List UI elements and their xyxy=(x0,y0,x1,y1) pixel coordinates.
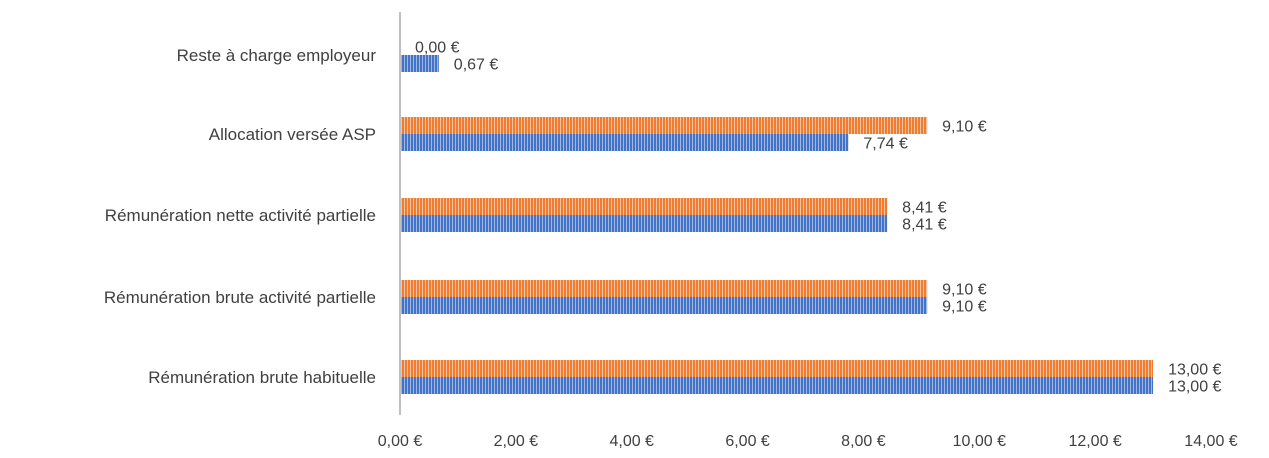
x-tick-label: 8,00 € xyxy=(841,433,886,450)
series-blue-data-label: 13,00 € xyxy=(1168,379,1221,396)
category-label: Reste à charge employeur xyxy=(177,46,377,65)
x-tick-label: 2,00 € xyxy=(494,433,539,450)
x-tick-label: 12,00 € xyxy=(1068,433,1121,450)
series-orange-data-label: 8,41 € xyxy=(902,200,947,217)
series-orange-data-label: 13,00 € xyxy=(1168,362,1221,379)
x-tick-label: 10,00 € xyxy=(953,433,1006,450)
series-blue-data-label: 9,10 € xyxy=(942,299,987,316)
series-blue-bar xyxy=(400,377,1154,394)
series-orange-bar xyxy=(400,198,888,215)
series-blue-bar xyxy=(400,55,439,72)
x-tick-label: 6,00 € xyxy=(725,433,770,450)
x-tick-label: 4,00 € xyxy=(609,433,654,450)
plot-area: Rémunération brute habituelle Rémunératio… xyxy=(104,12,1238,450)
series-blue-bar xyxy=(400,297,928,314)
x-tick-label: 14,00 € xyxy=(1184,433,1237,450)
x-tick-label: 0,00 € xyxy=(378,433,423,450)
series-orange-bar xyxy=(400,117,928,134)
category-label: Allocation versée ASP xyxy=(209,125,376,144)
series-blue-data-label: 0,67 € xyxy=(454,57,499,74)
category-label: Rémunération nette activité partielle xyxy=(105,206,376,225)
series-orange-bar xyxy=(400,280,928,297)
category-label: Rémunération brute activité partielle xyxy=(104,288,376,307)
series-blue-bar xyxy=(400,134,849,151)
category-label: Rémunération brute habituelle xyxy=(148,368,376,387)
series-blue-bar xyxy=(400,215,888,232)
series-blue-data-label: 8,41 € xyxy=(902,217,947,234)
series-orange-data-label: 0,00 € xyxy=(415,40,460,57)
series-orange-data-label: 9,10 € xyxy=(942,282,987,299)
series-orange-bar xyxy=(400,360,1154,377)
series-orange-data-label: 9,10 € xyxy=(942,119,987,136)
series-blue-data-label: 7,74 € xyxy=(863,136,908,153)
